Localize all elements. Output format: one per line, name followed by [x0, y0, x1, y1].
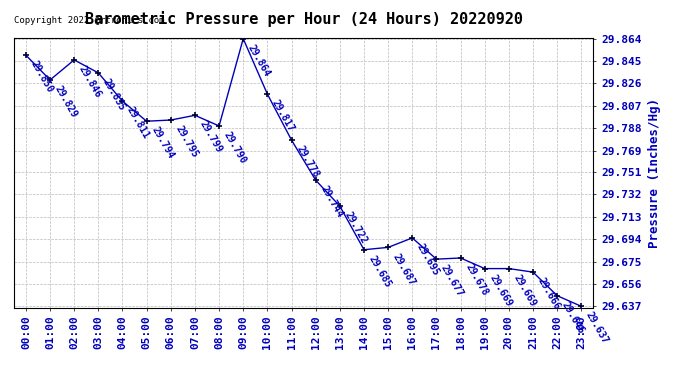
Text: 29.637: 29.637: [584, 310, 611, 346]
Text: 29.835: 29.835: [101, 77, 128, 112]
Text: 29.811: 29.811: [126, 105, 152, 141]
Text: 29.795: 29.795: [174, 124, 200, 160]
Text: 29.646: 29.646: [560, 300, 586, 335]
Text: 29.778: 29.778: [295, 144, 321, 180]
Text: 29.790: 29.790: [222, 130, 248, 166]
Text: 29.744: 29.744: [319, 184, 345, 220]
Text: 29.666: 29.666: [536, 276, 562, 312]
Text: 29.846: 29.846: [77, 64, 104, 100]
Text: 29.799: 29.799: [198, 120, 224, 155]
Y-axis label: Pressure (Inches/Hg): Pressure (Inches/Hg): [649, 98, 662, 248]
Text: 29.817: 29.817: [270, 98, 297, 134]
Text: 29.687: 29.687: [391, 252, 417, 287]
Text: Barometric Pressure per Hour (24 Hours) 20220920: Barometric Pressure per Hour (24 Hours) …: [85, 11, 522, 27]
Text: 29.722: 29.722: [343, 210, 369, 246]
Text: 29.669: 29.669: [488, 273, 514, 308]
Text: 29.677: 29.677: [440, 263, 466, 299]
Text: 29.685: 29.685: [367, 254, 393, 290]
Text: 29.669: 29.669: [512, 273, 538, 308]
Text: Copyright 2022 @rtronics.com: Copyright 2022 @rtronics.com: [14, 16, 164, 25]
Text: 29.829: 29.829: [53, 84, 79, 120]
Text: 29.794: 29.794: [150, 125, 176, 161]
Text: 29.678: 29.678: [464, 262, 490, 298]
Text: 29.850: 29.850: [29, 59, 55, 95]
Text: 29.864: 29.864: [246, 43, 273, 78]
Text: 29.695: 29.695: [415, 242, 442, 278]
